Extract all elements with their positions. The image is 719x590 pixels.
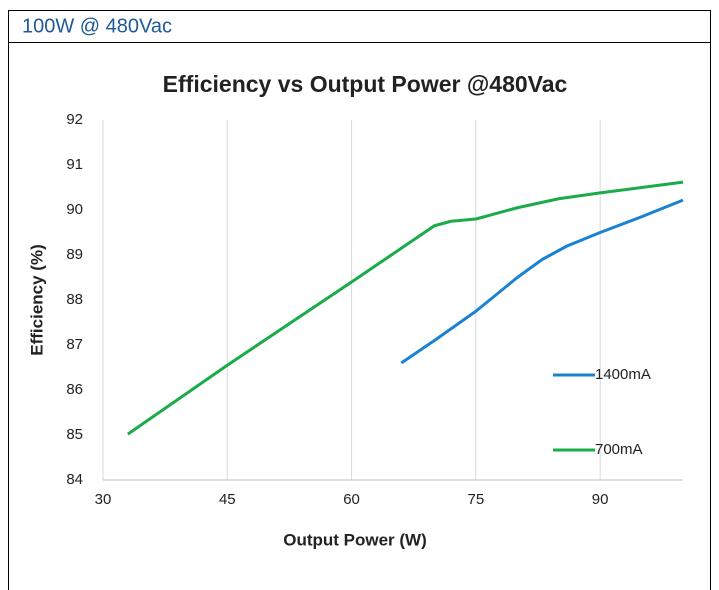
y-tick-label: 88 <box>66 291 83 308</box>
y-tick-label: 89 <box>66 246 83 263</box>
legend-label: 1400mA <box>595 366 651 383</box>
y-tick-label: 91 <box>66 156 83 173</box>
x-tick-label: 75 <box>468 491 485 508</box>
y-tick-label: 84 <box>66 471 83 488</box>
y-tick-label: 90 <box>66 201 83 218</box>
y-tick-label: 85 <box>66 426 83 443</box>
x-axis-label: Output Power (W) <box>283 530 427 549</box>
header-title: 100W @ 480Vac <box>22 15 172 37</box>
x-tick-label: 30 <box>95 491 112 508</box>
frame <box>8 10 711 590</box>
x-tick-label: 45 <box>219 491 236 508</box>
y-tick-label: 92 <box>66 111 83 128</box>
y-tick-label: 86 <box>66 381 83 398</box>
legend-label: 700mA <box>595 441 643 458</box>
y-tick-label: 87 <box>66 336 83 353</box>
x-tick-label: 90 <box>592 491 609 508</box>
series-line <box>127 180 684 436</box>
x-tick-label: 60 <box>343 491 360 508</box>
y-axis-label: Efficiency (%) <box>27 244 46 355</box>
chart-title: Efficiency vs Output Power @480Vac <box>163 71 568 97</box>
series-line <box>400 198 684 365</box>
